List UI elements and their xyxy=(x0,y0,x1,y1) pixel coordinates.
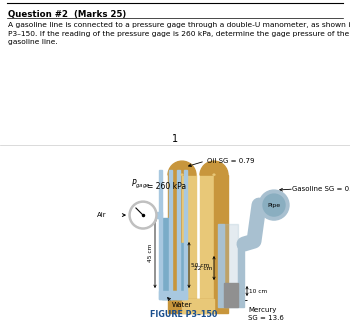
Bar xyxy=(180,243,184,299)
Text: FIGURE P3–150: FIGURE P3–150 xyxy=(150,310,217,319)
Bar xyxy=(238,244,244,299)
Text: Water: Water xyxy=(172,302,192,308)
Bar xyxy=(224,283,238,307)
Text: Oil SG = 0.79: Oil SG = 0.79 xyxy=(207,158,254,164)
Wedge shape xyxy=(181,174,183,175)
Bar xyxy=(214,175,228,299)
Circle shape xyxy=(129,201,157,229)
Circle shape xyxy=(132,203,154,226)
Text: Pipe: Pipe xyxy=(267,203,281,208)
Bar xyxy=(168,299,228,313)
Text: $P_{gage}$: $P_{gage}$ xyxy=(131,178,151,191)
Bar xyxy=(159,291,187,299)
Text: A gasoline line is connected to a pressure gage through a double-U manometer, as: A gasoline line is connected to a pressu… xyxy=(8,22,350,45)
Bar xyxy=(177,170,180,299)
Text: 50 cm: 50 cm xyxy=(191,263,209,267)
Bar xyxy=(157,213,159,218)
Text: 45 cm: 45 cm xyxy=(148,244,153,262)
Bar xyxy=(224,224,238,299)
Bar xyxy=(218,299,244,307)
Wedge shape xyxy=(200,161,228,175)
Text: 10 cm: 10 cm xyxy=(249,288,267,294)
Text: = 260 kPa: = 260 kPa xyxy=(147,182,186,191)
Bar xyxy=(162,218,169,299)
Circle shape xyxy=(259,190,289,220)
Wedge shape xyxy=(168,161,196,175)
Circle shape xyxy=(263,194,285,216)
Text: Gasoline SG = 0.70: Gasoline SG = 0.70 xyxy=(292,186,350,192)
Wedge shape xyxy=(213,174,215,175)
Text: Mercury
SG = 13.6: Mercury SG = 13.6 xyxy=(248,307,284,320)
Bar xyxy=(168,175,182,299)
Bar xyxy=(218,224,224,299)
Bar xyxy=(200,175,214,299)
Bar xyxy=(182,175,196,299)
Text: 22 cm: 22 cm xyxy=(194,266,212,271)
Bar xyxy=(162,291,181,299)
Bar xyxy=(159,170,162,299)
Bar xyxy=(184,170,187,299)
Text: 1: 1 xyxy=(172,133,178,143)
Text: Question #2  (Marks 25): Question #2 (Marks 25) xyxy=(8,10,126,19)
Bar xyxy=(157,212,162,218)
Bar xyxy=(169,170,172,299)
Bar xyxy=(182,299,214,313)
Text: Air: Air xyxy=(97,212,107,218)
